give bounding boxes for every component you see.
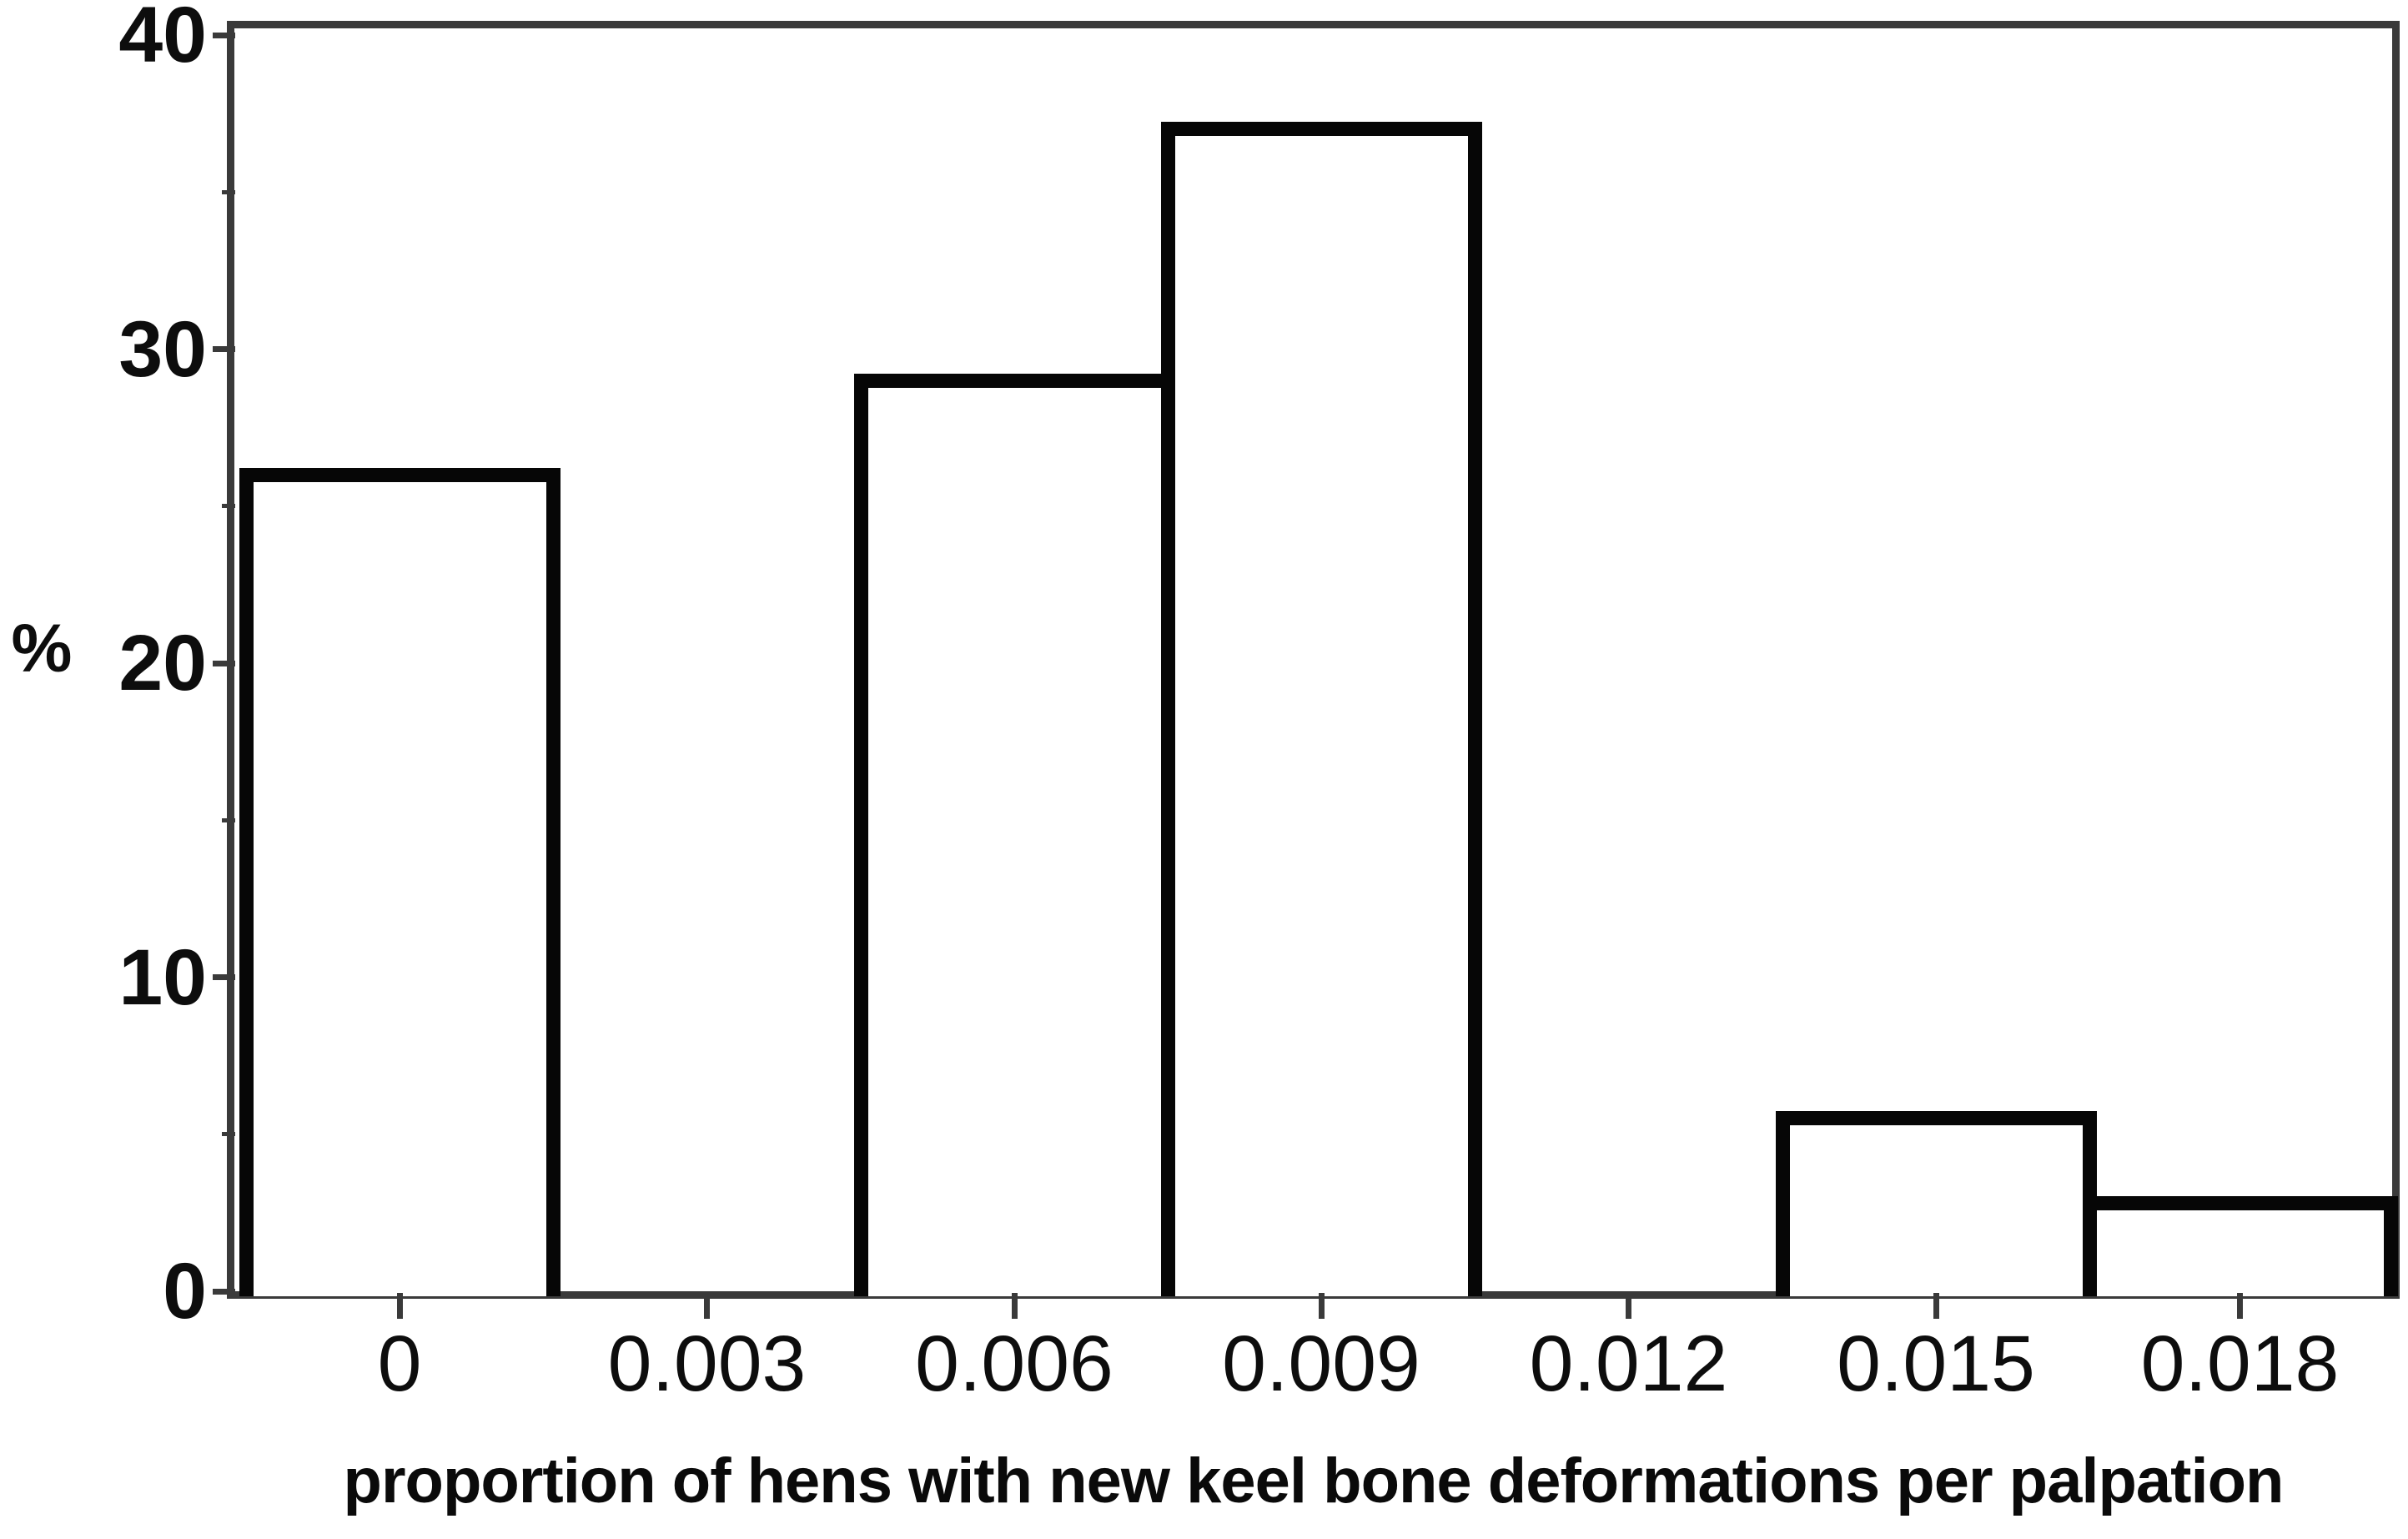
y-axis-label: % (11, 611, 73, 687)
x-axis-title: proportion of hens with new keel bone de… (343, 1446, 2285, 1516)
y-axis-minor-tick (222, 817, 235, 822)
x-tick-label: 0 (377, 1320, 422, 1408)
y-tick-label: 40 (118, 0, 207, 79)
y-axis-minor-tick (222, 504, 235, 509)
y-axis-major-tick (213, 32, 235, 38)
histogram-bar (239, 467, 561, 1296)
x-tick-label: 0.006 (915, 1320, 1114, 1408)
y-tick-label: 0 (163, 1247, 207, 1335)
y-axis-major-tick (213, 1288, 235, 1295)
histogram-bar (2082, 1196, 2398, 1296)
x-tick-label: 0.012 (1529, 1320, 1728, 1408)
y-axis-minor-tick (222, 1132, 235, 1137)
x-tick-label: 0.003 (607, 1320, 807, 1408)
y-tick-label: 30 (118, 304, 207, 394)
x-tick-label: 0.018 (2140, 1320, 2340, 1408)
x-axis-tick (704, 1293, 710, 1319)
y-axis-major-tick (213, 974, 235, 980)
x-tick-label: 0.009 (1222, 1320, 1420, 1408)
x-axis-tick (1626, 1293, 1631, 1319)
y-axis-minor-tick (222, 189, 235, 194)
y-tick-label: 20 (118, 619, 207, 707)
x-axis-tick (1933, 1293, 1939, 1319)
y-axis-major-tick (213, 346, 235, 352)
x-axis-tick (2237, 1293, 2243, 1319)
y-axis-major-tick (213, 660, 235, 666)
histogram-bar (1160, 122, 1482, 1296)
histogram-bar (853, 373, 1175, 1296)
histogram-bar (1775, 1111, 2097, 1296)
x-tick-label: 0.015 (1837, 1320, 2035, 1408)
x-axis-tick (1011, 1293, 1018, 1319)
y-tick-label: 10 (118, 933, 207, 1022)
x-axis-tick (1318, 1293, 1325, 1319)
x-axis-tick (396, 1293, 403, 1319)
